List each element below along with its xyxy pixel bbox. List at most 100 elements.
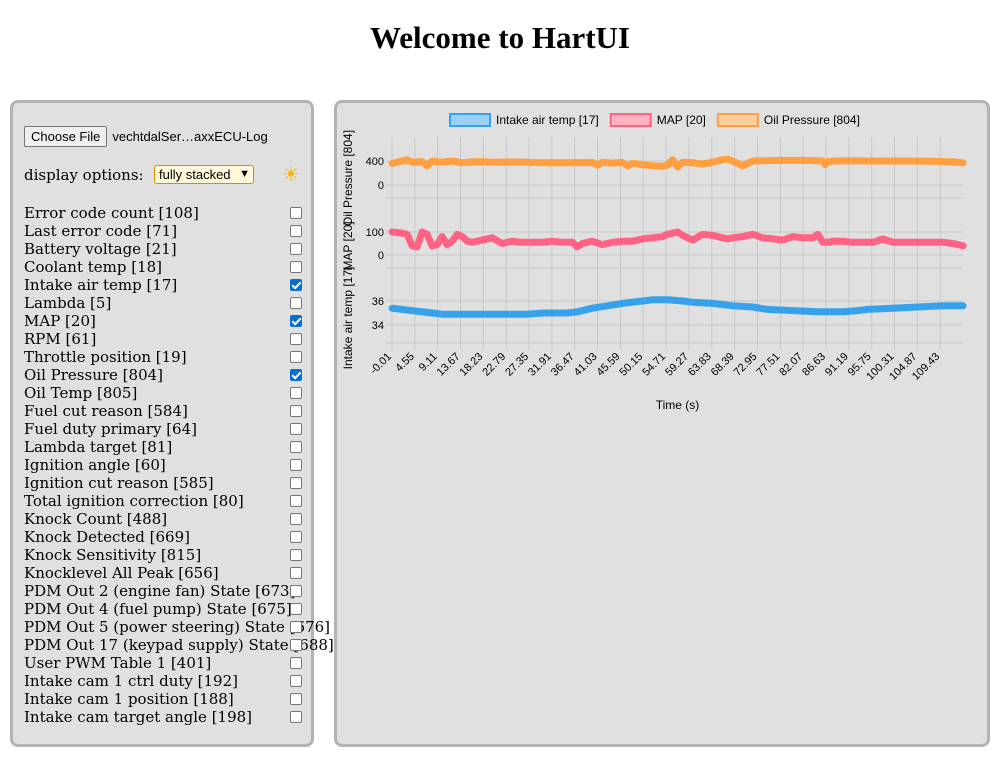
channel-item: Error code count [108] (24, 204, 304, 222)
channel-label: Error code count [108] (24, 204, 199, 222)
display-options-label: display options: (24, 166, 144, 184)
channel-checkbox[interactable] (290, 441, 302, 453)
x-tick-label: 13.67 (435, 351, 463, 379)
channel-item: Last error code [71] (24, 222, 304, 240)
sun-icon[interactable]: ☀ (282, 162, 300, 186)
channel-item: Oil Temp [805] (24, 384, 304, 402)
channel-checkbox[interactable] (290, 369, 302, 381)
channel-item: User PWM Table 1 [401] (24, 654, 304, 672)
legend-swatch[interactable] (449, 113, 491, 127)
channel-label: Lambda target [81] (24, 438, 173, 456)
channel-label: Knock Count [488] (24, 510, 168, 528)
channel-item: PDM Out 4 (fuel pump) State [675] (24, 600, 304, 618)
channel-checkbox[interactable] (290, 225, 302, 237)
choose-file-button[interactable]: Choose File (24, 125, 108, 147)
channel-item: Knock Count [488] (24, 510, 304, 528)
channel-item: Battery voltage [21] (24, 240, 304, 258)
channel-item: MAP [20] (24, 312, 304, 330)
channel-checkbox[interactable] (290, 585, 302, 597)
channel-label: RPM [61] (24, 330, 97, 348)
y-tick-label: 0 (378, 250, 384, 262)
y-axis-label: Oil Pressure [804] (341, 130, 355, 226)
channel-item: PDM Out 17 (keypad supply) State [688] (24, 636, 334, 654)
channel-checkbox[interactable] (290, 297, 302, 309)
page-title: Welcome to HartUI (370, 20, 630, 55)
y-tick-label: 34 (372, 320, 384, 332)
channel-checkbox[interactable] (290, 639, 302, 651)
legend-label[interactable]: MAP [20] (657, 113, 706, 127)
display-options-select[interactable]: fully stacked ▼ (154, 165, 254, 184)
channel-checkbox[interactable] (290, 693, 302, 705)
channel-checkbox[interactable] (290, 675, 302, 687)
x-tick-label: 45.59 (595, 351, 623, 379)
x-tick-label: 68.39 (709, 351, 737, 379)
channel-item: Intake cam 1 ctrl duty [192] (24, 672, 304, 690)
channel-item: Lambda target [81] (24, 438, 304, 456)
x-tick-label: 82.07 (777, 351, 805, 379)
channel-checkbox[interactable] (290, 387, 302, 399)
channel-checkbox[interactable] (290, 495, 302, 507)
channel-label: Fuel duty primary [64] (24, 420, 197, 438)
channel-label: User PWM Table 1 [401] (24, 654, 212, 672)
channel-selection-panel: Choose File vechtdalSer…axxECU-Log displ… (10, 100, 334, 747)
channel-item: Knock Sensitivity [815] (24, 546, 304, 564)
channel-checkbox[interactable] (290, 711, 302, 723)
legend-label[interactable]: Intake air temp [17] (496, 113, 599, 127)
x-tick-label: 18.23 (458, 351, 486, 379)
x-axis-label: Time (s) (656, 398, 700, 412)
channel-checkbox[interactable] (290, 243, 302, 255)
channel-label: PDM Out 5 (power steering) State [676] (24, 618, 331, 636)
y-tick-label: 100 (366, 227, 384, 239)
x-tick-label: 50.15 (617, 351, 645, 379)
channel-label: Last error code [71] (24, 222, 178, 240)
channel-item: Fuel cut reason [584] (24, 402, 304, 420)
channel-checkbox[interactable] (290, 333, 302, 345)
channel-checkbox[interactable] (290, 567, 302, 579)
channel-label: Knock Detected [669] (24, 528, 190, 546)
channel-checkbox[interactable] (290, 531, 302, 543)
legend-label[interactable]: Oil Pressure [804] (764, 113, 860, 127)
selected-file-name: vechtdalSer…axxECU-Log (112, 128, 268, 144)
channel-checkbox[interactable] (290, 459, 302, 471)
x-tick-label: 77.51 (754, 351, 782, 379)
channel-item: Lambda [5] (24, 294, 304, 312)
channel-checkbox[interactable] (290, 657, 302, 669)
channel-item: Oil Pressure [804] (24, 366, 304, 384)
channel-checkbox[interactable] (290, 315, 302, 327)
y-axis-label: Intake air temp [17] (341, 267, 355, 370)
channel-checkbox[interactable] (290, 279, 302, 291)
legend-swatch[interactable] (716, 113, 759, 127)
channel-checkbox[interactable] (290, 261, 302, 273)
channel-item: PDM Out 5 (power steering) State [676] (24, 618, 330, 636)
channel-label: MAP [20] (24, 312, 96, 330)
channel-checkbox[interactable] (290, 423, 302, 435)
channel-label: Oil Pressure [804] (24, 366, 164, 384)
y-tick-label: 400 (366, 156, 384, 168)
x-tick-label: 91.19 (823, 351, 851, 379)
channel-checkbox[interactable] (290, 405, 302, 417)
channel-item: Knocklevel All Peak [656] (24, 564, 304, 582)
channel-checkbox[interactable] (290, 477, 302, 489)
channel-item: Intake cam 1 position [188] (24, 690, 304, 708)
channel-checkbox[interactable] (290, 621, 302, 633)
channel-checkbox[interactable] (290, 351, 302, 363)
channel-label: Ignition cut reason [585] (24, 474, 214, 492)
x-tick-label: 22.79 (480, 351, 508, 379)
channel-label: Total ignition correction [80] (24, 492, 244, 510)
channel-label: Battery voltage [21] (24, 240, 177, 258)
channel-label: Intake cam 1 position [188] (24, 690, 234, 708)
x-tick-label: -0.01 (368, 351, 394, 377)
channel-label: Fuel cut reason [584] (24, 402, 188, 420)
channel-checkbox[interactable] (290, 603, 302, 615)
channel-checkbox[interactable] (290, 549, 302, 561)
channel-label: PDM Out 4 (fuel pump) State [675] (24, 600, 292, 618)
channel-checkbox[interactable] (290, 513, 302, 525)
stacked-line-chart: -0.01 4.55 9.1113.6718.2322.7927.3531.9136… (341, 113, 967, 412)
x-tick-label: 86.63 (800, 351, 828, 379)
legend-swatch[interactable] (609, 113, 652, 127)
display-options-value: fully stacked (159, 167, 231, 182)
channel-checkbox[interactable] (290, 207, 302, 219)
x-tick-label: 4.55 (393, 351, 417, 375)
channel-item: Ignition angle [60] (24, 456, 304, 474)
display-options-row: display options: fully stacked ▼ ☀ (24, 162, 304, 186)
